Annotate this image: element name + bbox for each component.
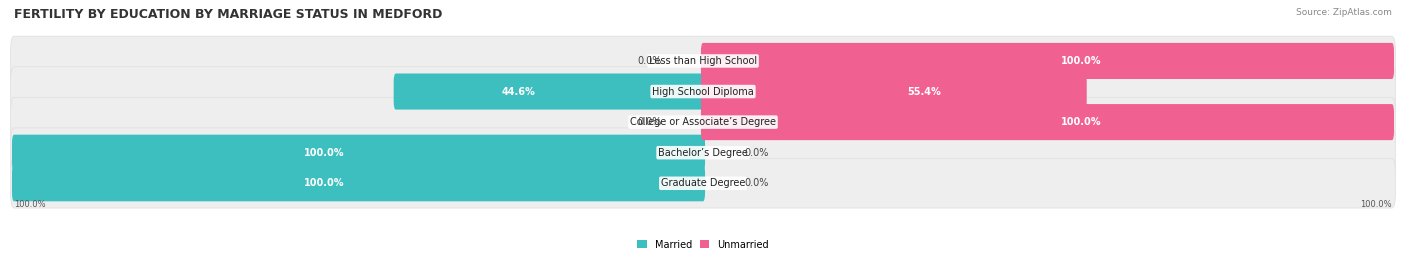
FancyBboxPatch shape	[702, 43, 1393, 79]
Text: College or Associate’s Degree: College or Associate’s Degree	[630, 117, 776, 127]
Text: 100.0%: 100.0%	[1361, 200, 1392, 209]
Legend: Married, Unmarried: Married, Unmarried	[633, 236, 773, 254]
Text: 55.4%: 55.4%	[908, 87, 942, 97]
Text: Less than High School: Less than High School	[650, 56, 756, 66]
FancyBboxPatch shape	[13, 135, 704, 171]
Text: 100.0%: 100.0%	[304, 178, 344, 188]
FancyBboxPatch shape	[13, 165, 704, 201]
FancyBboxPatch shape	[702, 73, 1087, 109]
Text: 0.0%: 0.0%	[637, 117, 662, 127]
Text: 0.0%: 0.0%	[744, 148, 769, 158]
Text: 100.0%: 100.0%	[1062, 117, 1102, 127]
FancyBboxPatch shape	[11, 36, 1395, 86]
Text: 100.0%: 100.0%	[304, 148, 344, 158]
Text: FERTILITY BY EDUCATION BY MARRIAGE STATUS IN MEDFORD: FERTILITY BY EDUCATION BY MARRIAGE STATU…	[14, 8, 443, 21]
FancyBboxPatch shape	[11, 97, 1395, 147]
Text: Graduate Degree: Graduate Degree	[661, 178, 745, 188]
FancyBboxPatch shape	[11, 67, 1395, 116]
Text: Source: ZipAtlas.com: Source: ZipAtlas.com	[1296, 8, 1392, 17]
Text: 100.0%: 100.0%	[14, 200, 45, 209]
FancyBboxPatch shape	[702, 104, 1393, 140]
FancyBboxPatch shape	[11, 128, 1395, 178]
Text: 44.6%: 44.6%	[502, 87, 536, 97]
FancyBboxPatch shape	[11, 158, 1395, 208]
Text: 100.0%: 100.0%	[1062, 56, 1102, 66]
Text: High School Diploma: High School Diploma	[652, 87, 754, 97]
Text: 0.0%: 0.0%	[637, 56, 662, 66]
Text: Bachelor’s Degree: Bachelor’s Degree	[658, 148, 748, 158]
Text: 0.0%: 0.0%	[744, 178, 769, 188]
FancyBboxPatch shape	[394, 73, 704, 109]
